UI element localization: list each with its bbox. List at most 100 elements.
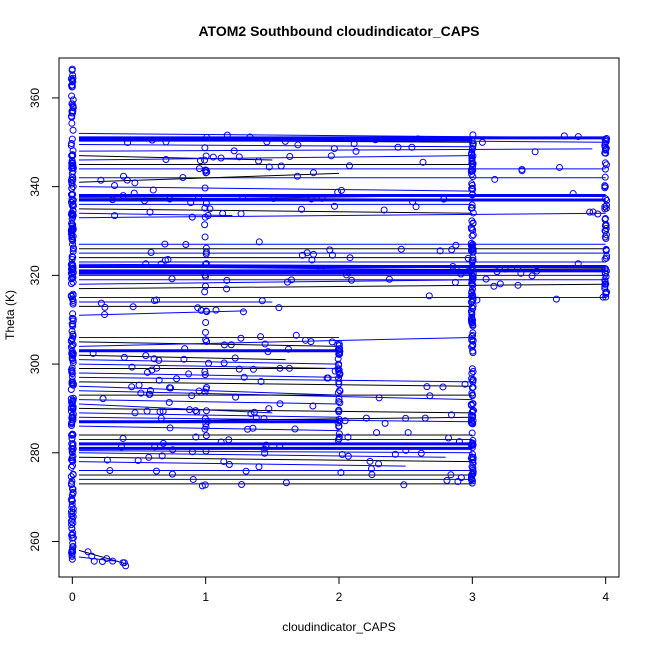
data-point [219,209,227,217]
data-point [227,341,235,349]
data-point [602,245,610,253]
data-point [90,557,98,565]
data-point [69,104,77,112]
data-point [202,447,210,455]
data-point [601,159,609,167]
y-tick-label: 340 [28,176,42,196]
data-point [468,389,476,397]
data-point [161,240,169,248]
data-point [569,190,577,198]
data-point [447,471,455,479]
data-point [469,456,477,464]
data-point [309,402,317,410]
data-point [291,425,299,433]
data-point [533,267,541,275]
data-point [123,176,131,184]
data-point [197,306,205,314]
data-point [69,457,77,465]
data-point [423,383,431,391]
data-point [468,477,476,485]
data-point [249,365,257,373]
series-line [78,359,340,365]
series-line [78,372,340,378]
data-point [202,260,210,268]
data-point [467,317,475,325]
data-point [468,246,476,254]
data-point [223,131,231,139]
data-point [68,151,76,159]
data-point [67,292,75,300]
data-point [146,390,154,398]
data-point [69,519,77,527]
data-point [602,293,610,301]
data-point [202,407,210,415]
data-point [469,331,477,339]
data-point [602,161,610,169]
data-point [165,398,173,406]
data-point [560,132,568,140]
data-point [318,194,326,202]
data-point [68,234,76,242]
data-point [344,433,352,441]
data-point [601,280,609,288]
data-point [468,276,476,284]
data-point [469,256,477,264]
y-axis-label: Theta (K) [3,290,17,340]
data-point [68,496,76,504]
data-point [385,275,393,283]
data-point [201,371,209,379]
x-tick-label: 1 [202,590,209,604]
data-point [589,208,597,216]
data-point [84,548,92,556]
data-point [335,350,343,358]
data-point [68,119,76,127]
data-point [68,510,76,518]
data-point [159,439,167,447]
data-point [67,261,75,269]
data-point [261,340,269,348]
data-point [276,364,284,372]
data-point [69,71,77,79]
data-point [204,417,212,425]
series-line [78,336,473,347]
series-line [78,461,406,467]
data-point [344,452,352,460]
data-point [461,380,469,388]
data-point [328,338,336,346]
data-point [469,321,477,329]
data-point [109,557,117,565]
data-point [468,280,476,288]
data-point [202,199,210,207]
data-point [69,471,77,479]
data-point [68,435,76,443]
data-point [155,356,163,364]
data-point [97,176,105,184]
data-point [68,197,76,205]
data-point [468,288,476,296]
data-point [468,408,476,416]
data-point [237,210,245,218]
data-point [201,481,209,489]
data-point [601,277,609,285]
data-point [202,385,210,393]
data-point [220,359,228,367]
data-point [469,336,477,344]
series-line [78,354,286,361]
data-point [478,138,486,146]
data-point [467,400,475,408]
data-point [298,251,306,259]
data-point [119,172,127,180]
data-point [68,446,76,454]
data-point [145,453,153,461]
series-line [78,376,473,383]
data-point [244,425,252,433]
data-point [468,439,476,447]
data-point [335,378,343,386]
data-point [68,531,76,539]
data-point [439,383,447,391]
data-point [381,419,389,427]
data-point [131,179,139,187]
data-point [335,406,343,414]
data-point [335,395,343,403]
data-point [265,163,273,171]
